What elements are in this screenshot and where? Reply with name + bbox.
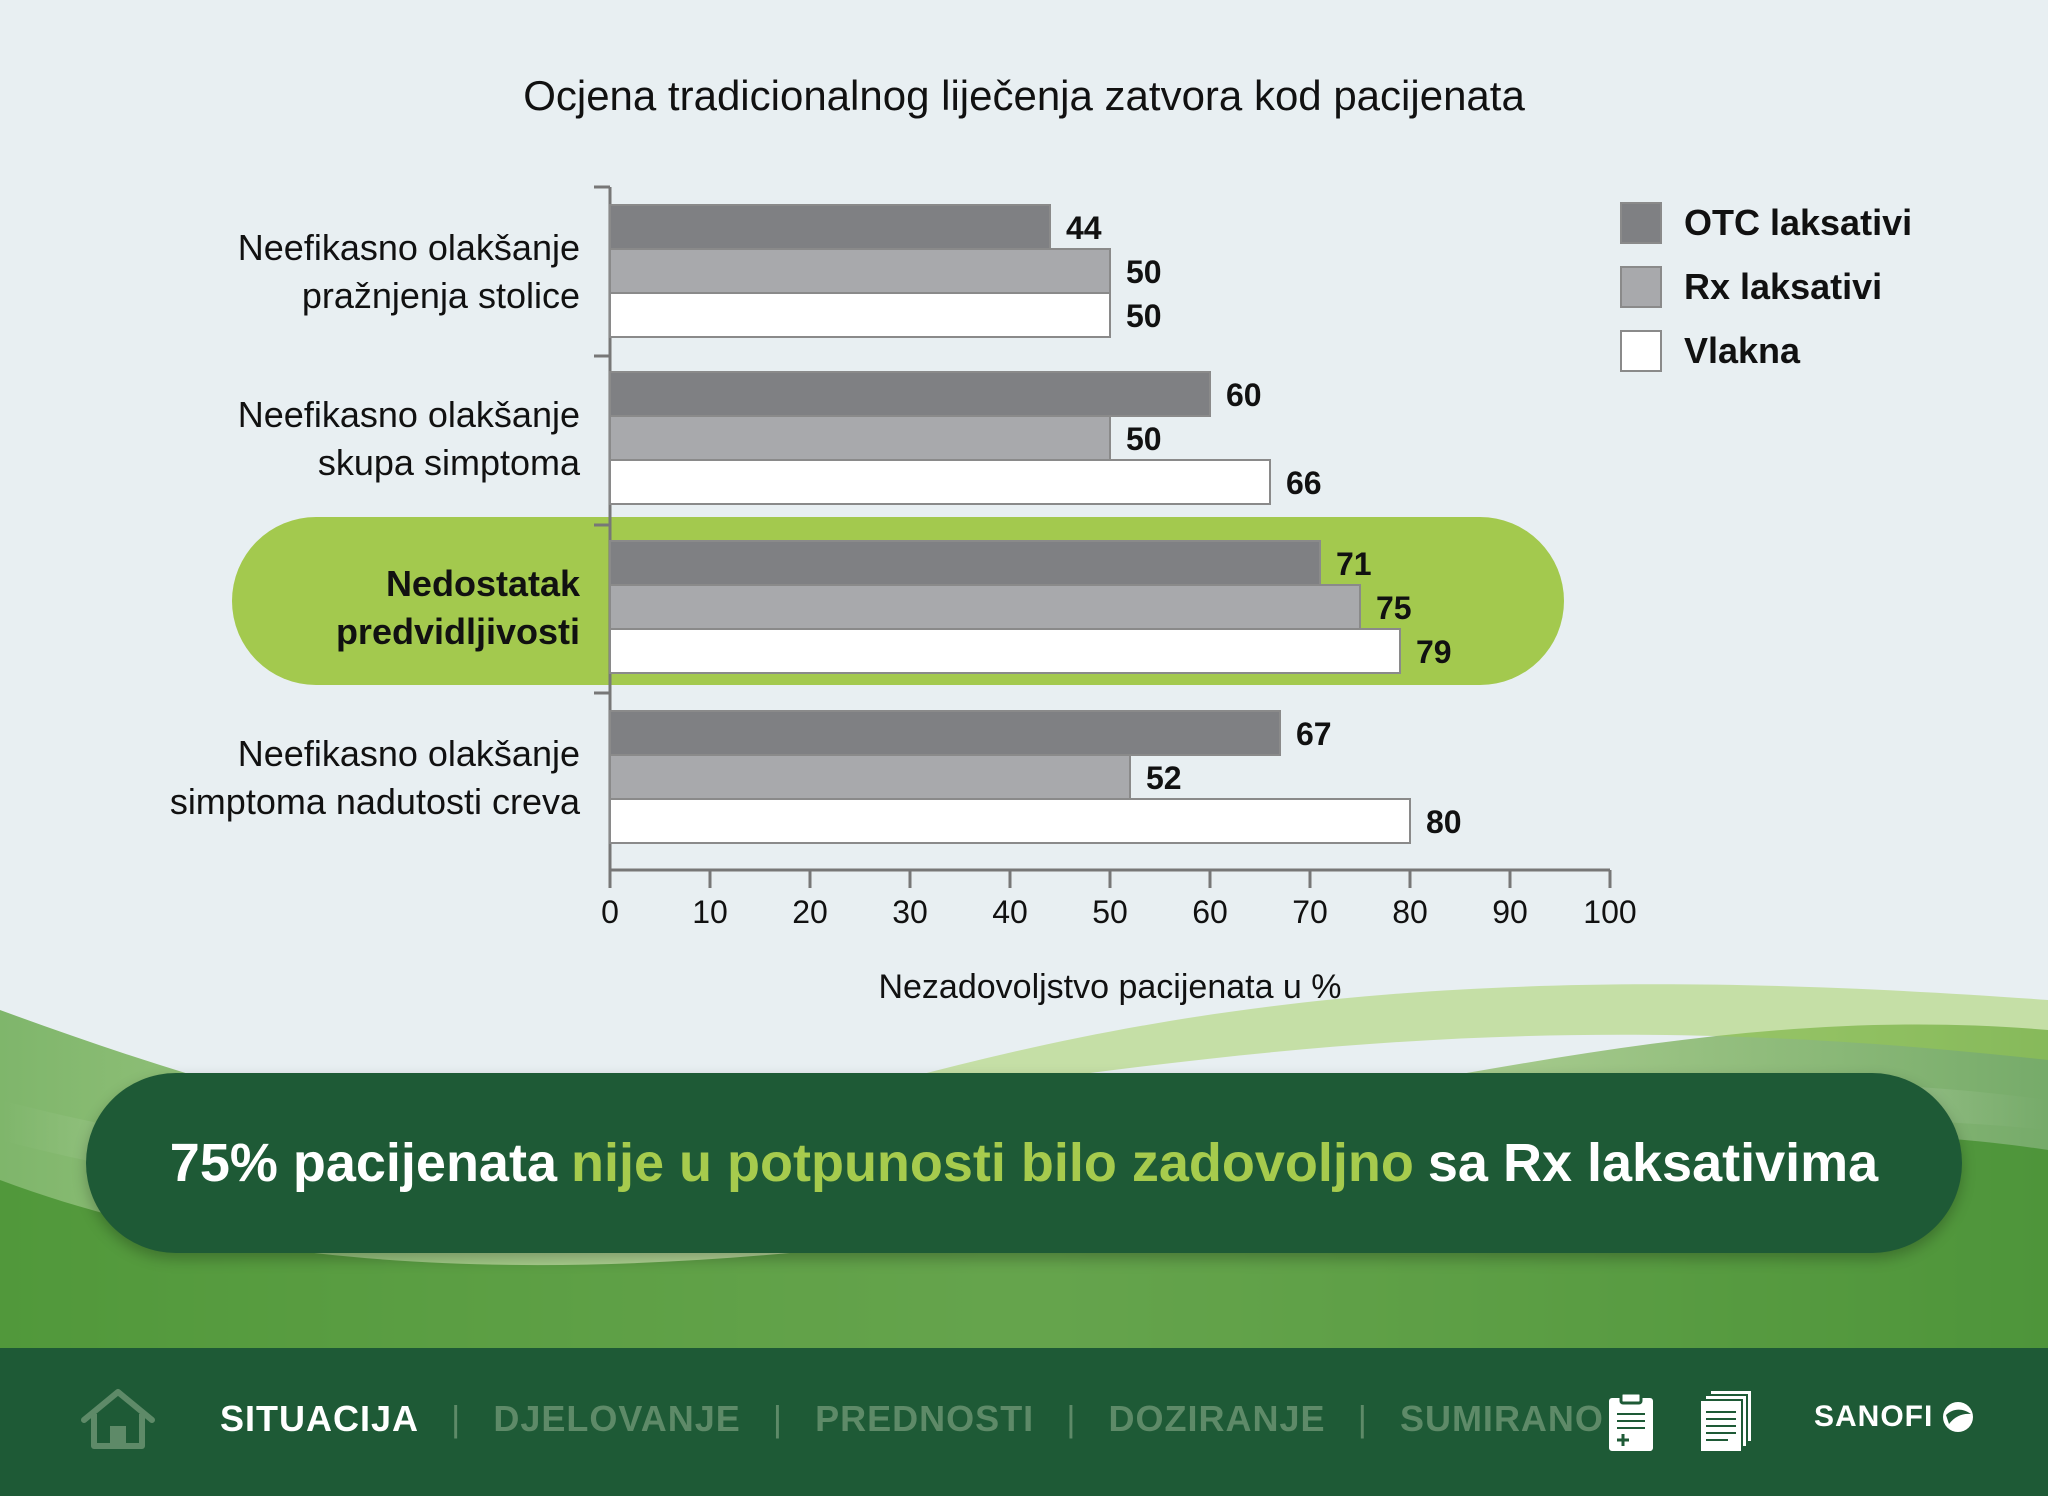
callout-suffix: sa Rx laksativima [1427, 1133, 1879, 1193]
x-tick-label: 80 [1392, 894, 1428, 930]
x-tick-label: 50 [1092, 894, 1128, 930]
nav-separator: | [451, 1398, 462, 1439]
category-label: Neefikasno olakšanje [238, 394, 580, 435]
footer-nav-bar: SITUACIJA | DJELOVANJE | PREDNOSTI | DOZ… [0, 1348, 2048, 1496]
bar-rx-laksativi [609, 584, 1361, 630]
sanofi-bird-icon [1943, 1402, 1974, 1432]
category-label: Nedostatak [386, 563, 581, 604]
legend-label-otc: OTC laksativi [1684, 202, 1913, 243]
legend-swatch-otc [1620, 202, 1662, 244]
category-label: predvidljivosti [336, 611, 580, 652]
bar-value-label: 50 [1126, 421, 1162, 457]
nav-separator: | [1066, 1398, 1077, 1439]
x-tick-label: 0 [601, 894, 619, 930]
legend-label-rx: Rx laksativi [1684, 266, 1883, 307]
bar-value-label: 75 [1376, 590, 1412, 626]
sanofi-logo: SANOFI [1814, 1400, 1975, 1434]
bar-value-label: 71 [1336, 546, 1372, 582]
documents-icon[interactable] [1698, 1388, 1756, 1459]
legend-item-vlakna: Vlakna [1620, 328, 1912, 374]
category-label: simptoma nadutosti creva [170, 781, 581, 822]
bar-vlakna [609, 459, 1271, 505]
category-label: Neefikasno olakšanje [238, 733, 580, 774]
bar-otc-laksativi [609, 540, 1321, 586]
bar-rx-laksativi [609, 754, 1131, 800]
bar-otc-laksativi [609, 710, 1281, 756]
x-axis-title: Nezadovoljstvo pacijenata u % [878, 968, 1341, 1006]
category-label: pražnjenja stolice [302, 275, 580, 316]
nav-separator: | [772, 1398, 784, 1439]
x-tick-label: 70 [1292, 894, 1328, 930]
nav-doziranje[interactable]: DOZIRANJE [1108, 1398, 1326, 1439]
x-tick-label: 10 [692, 894, 728, 930]
x-tick-label: 100 [1583, 894, 1636, 930]
bar-rx-laksativi [609, 248, 1111, 294]
clipboard-icon[interactable] [1606, 1390, 1656, 1459]
bar-value-label: 60 [1226, 377, 1262, 413]
key-finding-callout: 75% pacijenata nije u potpunosti bilo za… [86, 1073, 1962, 1253]
nav-prednosti[interactable]: PREDNOSTI [815, 1398, 1035, 1439]
nav-situacija[interactable]: SITUACIJA [220, 1398, 420, 1439]
legend-swatch-vlakna [1620, 330, 1662, 372]
x-tick-label: 30 [892, 894, 928, 930]
category-label: skupa simptoma [318, 442, 581, 483]
bar-otc-laksativi [609, 204, 1051, 250]
callout-prefix: 75% pacijenata [169, 1133, 557, 1193]
nav-sumirano[interactable]: SUMIRANO [1399, 1398, 1604, 1439]
home-icon[interactable] [78, 1386, 158, 1457]
legend-swatch-rx [1620, 266, 1662, 308]
bar-vlakna [609, 798, 1411, 844]
bar-value-label: 67 [1296, 716, 1332, 752]
x-tick-label: 40 [992, 894, 1028, 930]
bar-value-label: 66 [1286, 465, 1322, 501]
bar-value-label: 79 [1416, 634, 1452, 670]
section-nav: SITUACIJA | DJELOVANJE | PREDNOSTI | DOZ… [220, 1398, 1604, 1440]
x-tick-label: 60 [1192, 894, 1228, 930]
bar-value-label: 44 [1066, 210, 1102, 246]
bar-vlakna [609, 292, 1111, 338]
chart-title: Ocjena tradicionalnog liječenja zatvora … [523, 72, 1525, 119]
bar-value-label: 50 [1126, 254, 1162, 290]
callout-highlight: nije u potpunosti bilo zadovoljno [570, 1133, 1414, 1193]
bar-rx-laksativi [609, 415, 1111, 461]
brand-name: SANOFI [1814, 1400, 1934, 1433]
bar-value-label: 52 [1146, 760, 1182, 796]
bar-value-label: 50 [1126, 298, 1162, 334]
chart-legend: OTC laksativi Rx laksativi Vlakna [1620, 200, 1912, 392]
legend-item-rx: Rx laksativi [1620, 264, 1912, 310]
bar-value-label: 80 [1426, 804, 1462, 840]
legend-label-vlakna: Vlakna [1684, 330, 1801, 371]
bar-chart: 44 50 50 Neefikasno olakšanje pražnjenja sto… [170, 185, 1637, 1006]
bar-vlakna [609, 628, 1401, 674]
category-label: Neefikasno olakšanje [238, 227, 580, 268]
nav-separator: | [1357, 1398, 1368, 1439]
nav-djelovanje[interactable]: DJELOVANJE [493, 1398, 741, 1439]
x-tick-label: 20 [792, 894, 828, 930]
legend-item-otc: OTC laksativi [1620, 200, 1912, 246]
x-tick-label: 90 [1492, 894, 1528, 930]
bar-otc-laksativi [609, 371, 1211, 417]
